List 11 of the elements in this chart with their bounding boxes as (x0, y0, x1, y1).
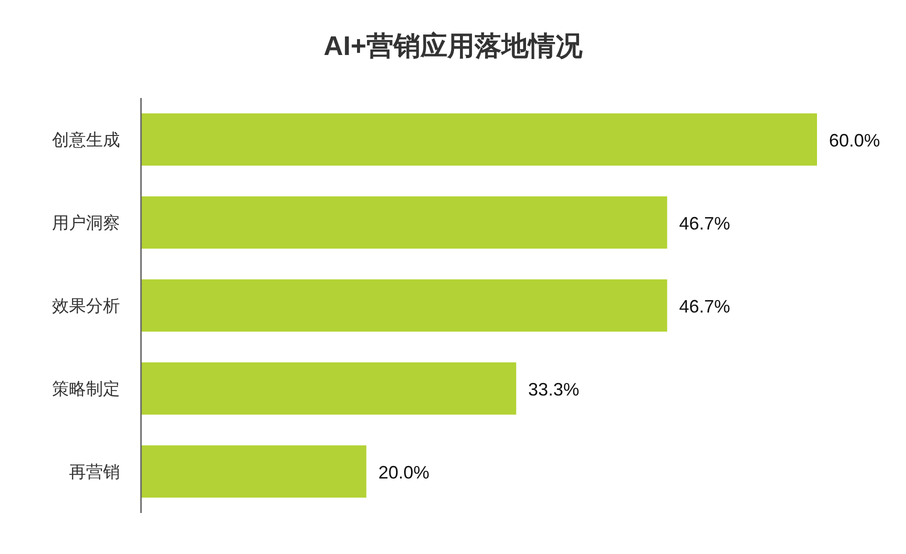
data-label: 46.7% (679, 296, 730, 316)
category-label: 再营销 (69, 462, 120, 482)
category-label: 创意生成 (52, 130, 120, 150)
data-label: 46.7% (679, 214, 730, 234)
category-label: 用户洞察 (52, 214, 120, 232)
category-label: 效果分析 (52, 296, 120, 316)
data-label: 20.0% (378, 462, 430, 482)
category-label: 策略制定 (52, 380, 120, 398)
data-label: 60.0% (829, 130, 880, 150)
data-label: 33.3% (528, 380, 580, 400)
title: AI+营销应用落地情况 (324, 31, 582, 61)
